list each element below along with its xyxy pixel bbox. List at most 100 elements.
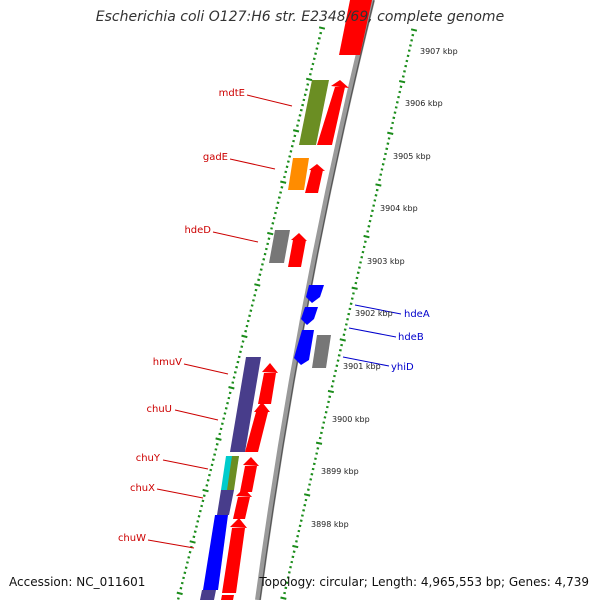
minor-tick (297, 119, 301, 122)
minor-tick (330, 385, 334, 388)
minor-tick (298, 524, 302, 528)
kbp-label: 3902 kbp (355, 309, 393, 318)
minor-tick (336, 359, 340, 362)
minor-tick (316, 42, 320, 45)
minor-tick (280, 186, 284, 189)
minor-tick (378, 178, 381, 182)
minor-tick (310, 473, 314, 476)
kbp-label: 3901 kbp (343, 362, 381, 371)
minor-tick (258, 273, 262, 276)
cds-arrow (305, 170, 323, 193)
minor-tick (306, 83, 310, 86)
major-tick (305, 77, 313, 82)
minor-tick (384, 152, 387, 156)
minor-tick (305, 88, 308, 91)
major-tick (189, 540, 196, 544)
minor-tick (373, 199, 377, 202)
minor-tick (241, 340, 245, 343)
major-tick (292, 129, 300, 133)
minor-tick (401, 75, 405, 78)
minor-tick (308, 483, 311, 486)
minor-tick (321, 426, 325, 429)
minor-tick (355, 276, 359, 280)
minor-tick (284, 586, 288, 590)
minor-tick (372, 204, 376, 207)
minor-tick (232, 376, 236, 379)
minor-tick (186, 561, 189, 564)
minor-tick (289, 150, 293, 153)
major-tick (303, 493, 311, 497)
minor-tick (202, 494, 206, 497)
minor-tick (354, 281, 358, 285)
kbp-label: 3907 kbp (420, 47, 458, 56)
minor-tick (319, 431, 323, 435)
minor-tick (197, 515, 201, 518)
minor-tick (312, 462, 316, 466)
minor-tick (335, 364, 339, 367)
minor-tick (309, 478, 313, 481)
minor-tick (304, 498, 308, 502)
minor-tick (333, 374, 336, 378)
major-tick (387, 131, 394, 135)
minor-tick (262, 258, 266, 261)
kbp-label: 3898 kbp (311, 520, 349, 529)
minor-tick (289, 565, 292, 569)
major-tick (228, 386, 235, 390)
minor-tick (328, 395, 332, 398)
minor-tick (279, 191, 283, 194)
minor-tick (325, 405, 329, 409)
cds-arrow (288, 240, 306, 267)
minor-tick (347, 312, 351, 316)
outer-tick-ring (176, 26, 326, 600)
minor-tick (312, 57, 316, 61)
feature-block-hdeA (306, 285, 324, 303)
minor-tick (323, 416, 327, 419)
topology-text: Topology: circular; Length: 4,965,553 bp… (259, 575, 589, 589)
minor-tick (395, 101, 399, 104)
major-tick (176, 591, 183, 596)
kbp-label: 3900 kbp (332, 415, 370, 424)
minor-tick (180, 581, 184, 585)
major-tick (241, 334, 248, 339)
minor-tick (404, 64, 408, 68)
minor-tick (405, 59, 409, 63)
minor-tick (271, 222, 275, 225)
minor-tick (245, 324, 249, 328)
minor-tick (363, 240, 367, 243)
minor-tick (219, 427, 223, 431)
minor-tick (290, 144, 294, 148)
inner-tick-ring (280, 28, 418, 600)
minor-tick (319, 31, 323, 35)
minor-tick (314, 457, 317, 460)
minor-tick (226, 401, 229, 405)
major-tick (363, 234, 370, 239)
kbp-label: 3906 kbp (405, 99, 443, 108)
minor-tick (183, 571, 187, 575)
leader-lines-left (147, 94, 293, 549)
minor-tick (399, 85, 403, 89)
feature-block-yhiD (294, 330, 314, 365)
minor-tick (299, 108, 303, 112)
minor-tick (223, 412, 227, 415)
kbp-label: 3899 kbp (321, 467, 359, 476)
minor-tick (236, 360, 240, 364)
gene-label-chuY: chuY (136, 453, 161, 464)
minor-tick (250, 304, 254, 307)
minor-tick (206, 479, 210, 482)
minor-tick (266, 242, 270, 246)
minor-tick (343, 328, 347, 331)
cds-arrow (317, 87, 345, 145)
minor-tick (272, 216, 276, 220)
minor-tick (311, 467, 315, 471)
minor-tick (403, 70, 406, 73)
minor-tick (292, 139, 295, 143)
minor-tick (338, 349, 342, 352)
minor-tick (356, 271, 360, 274)
minor-tick (327, 400, 330, 404)
gene-label-hmuV: hmuV (153, 357, 182, 368)
minor-tick (311, 62, 315, 66)
minor-tick (350, 297, 354, 300)
major-tick (318, 26, 326, 30)
gene-label-hdeA: hdeA (404, 309, 430, 320)
minor-tick (337, 354, 341, 357)
